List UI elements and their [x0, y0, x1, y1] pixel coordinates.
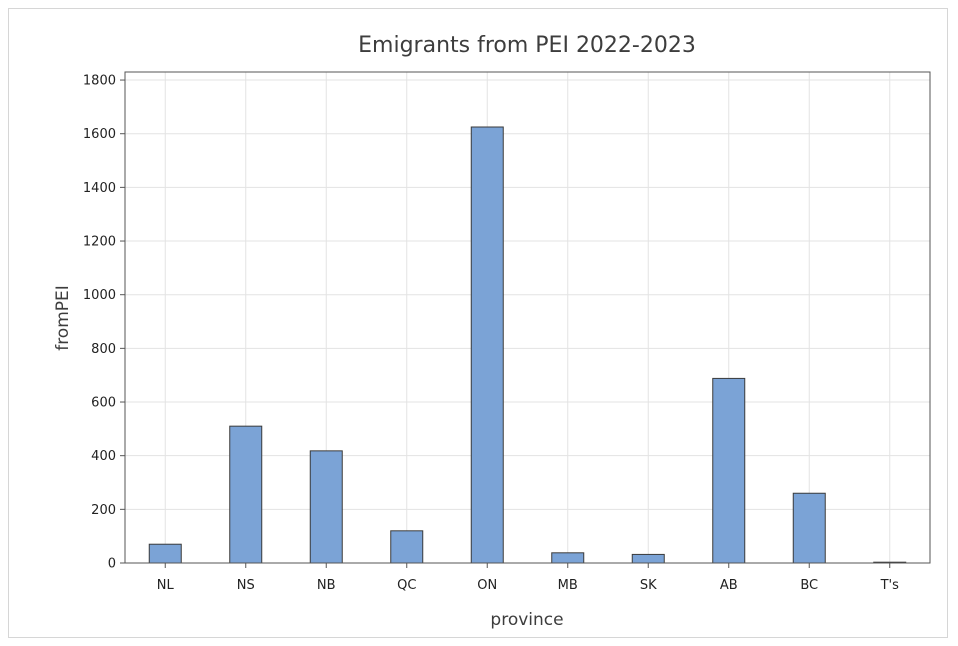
bar-mb [552, 553, 584, 563]
x-tick-label: NL [157, 578, 175, 593]
y-tick-label: 1400 [83, 181, 116, 196]
y-tick-label: 800 [91, 342, 116, 357]
bars [149, 127, 906, 563]
x-tick-label: NB [317, 578, 336, 593]
x-axis-ticks: NL NS NB QC ON MB SK AB BC T's [157, 563, 899, 593]
y-axis-ticks: 0 200 400 600 800 1000 1200 1400 1600 1800 [83, 74, 125, 572]
y-tick-label: 400 [91, 449, 116, 464]
x-tick-label: QC [397, 578, 416, 593]
y-tick-label: 600 [91, 396, 116, 411]
y-tick-label: 1200 [83, 235, 116, 250]
x-tick-label: BC [800, 578, 818, 593]
bar-bc [793, 493, 825, 563]
y-tick-label: 1000 [83, 288, 116, 303]
x-axis-label: province [490, 610, 563, 630]
bar-on [471, 127, 503, 563]
bar-qc [391, 531, 423, 563]
chart-title: Emigrants from PEI 2022-2023 [358, 33, 696, 58]
y-tick-label: 1800 [83, 74, 116, 89]
x-tick-label: NS [237, 578, 255, 593]
x-tick-label: T's [880, 578, 900, 593]
bar-nb [310, 451, 342, 563]
bar-ab [713, 378, 745, 563]
bar-sk [632, 554, 664, 563]
x-tick-label: AB [720, 578, 738, 593]
x-tick-label: SK [640, 578, 657, 593]
bar-ns [230, 426, 262, 563]
x-tick-label: ON [477, 578, 497, 593]
y-tick-label: 200 [91, 503, 116, 518]
y-tick-label: 1600 [83, 127, 116, 142]
bar-nl [149, 544, 181, 563]
y-tick-label: 0 [108, 557, 116, 572]
y-axis-label: fromPEI [53, 285, 73, 351]
x-tick-label: MB [558, 578, 578, 593]
